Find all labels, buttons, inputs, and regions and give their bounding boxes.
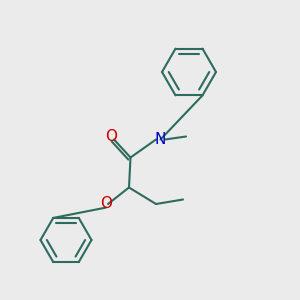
Text: O: O [105,129,117,144]
Text: N: N [155,132,166,147]
Text: O: O [100,196,112,211]
